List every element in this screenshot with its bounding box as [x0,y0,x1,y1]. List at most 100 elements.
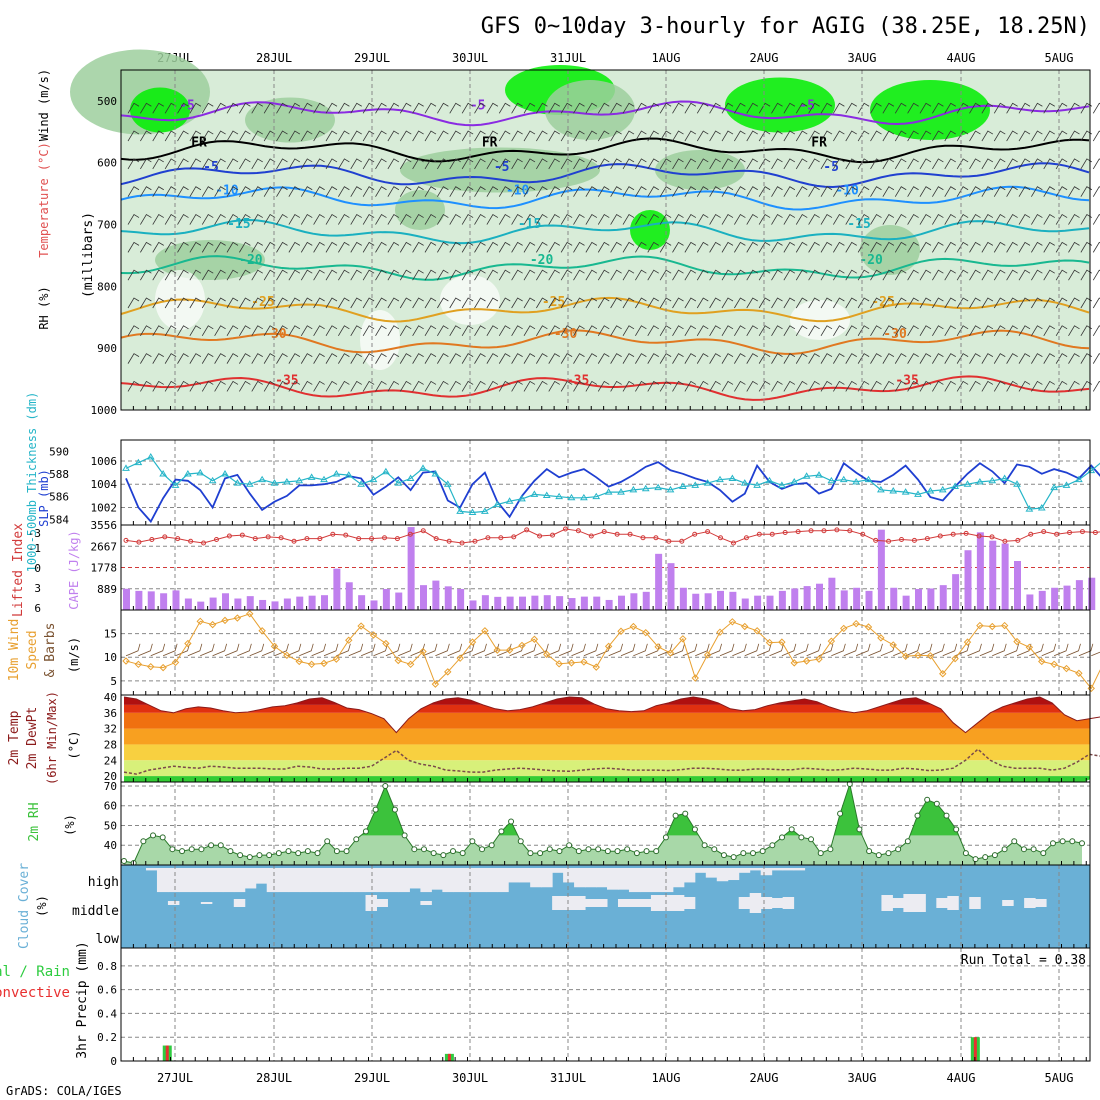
slp-tick: 1004 [91,478,118,491]
cloud-unit-label: (%) [35,895,49,917]
wind-barb [201,213,214,225]
cape-bar [655,553,663,610]
wind-barb-10m [707,643,723,657]
wind-barb [597,158,610,170]
rh-point [749,850,756,857]
wind-barb [511,213,523,225]
cloud-mid-clear [903,894,915,912]
wind-barb [251,353,263,364]
li-point [730,540,736,546]
cloud-high-clear [617,868,630,890]
rh-point [962,850,969,857]
wind-barb [820,380,833,392]
wind-barb [1031,186,1043,197]
wind-barb [387,102,400,114]
wind-barb [635,353,647,364]
thickness-point [592,492,601,500]
cape-bar [816,583,823,610]
wind-barb [152,158,164,170]
wind-barb [127,269,140,281]
wind-barb [894,325,907,337]
li-point [562,526,568,532]
cape-bar [754,595,762,610]
wind-barb [597,380,610,392]
wind-barb [610,325,622,337]
wind-speed-point [369,631,378,639]
wind-barb-10m [979,643,995,657]
cape-bar [1075,580,1083,610]
wind-barb [1092,241,1100,253]
wind-barb [709,380,721,392]
slp-label: SLP (mb) [37,469,51,527]
cloud-high-clear [771,868,784,871]
wind-barb [189,380,202,392]
wind-barb [437,158,449,170]
wind-barb [1018,325,1031,337]
wind-barb [932,241,944,253]
cloud-high-clear [497,868,509,893]
thickness-point [716,475,724,483]
rh-area [124,784,1082,865]
wind-barb [585,241,598,253]
pressure-tick: 700 [97,219,117,232]
wind-barb [932,353,944,364]
cloud-high-clear [442,868,454,893]
wind-barb [536,297,548,309]
wind-barb [746,213,758,225]
cloud-mid-clear [420,901,432,905]
thickness-point [357,480,366,487]
wind-barb-10m [1016,643,1032,657]
wind-barb [758,241,771,253]
wind-barb [313,102,325,114]
wind-barb [833,380,845,392]
wind-barb [511,102,523,114]
wind-barb [412,158,424,170]
li-point [498,535,504,541]
wind-barb [783,269,796,281]
wind-barb [214,241,226,253]
wind-barb [189,297,202,309]
wind-barb [362,297,375,309]
rh-point [459,850,466,857]
wind-barb [214,158,226,170]
wind-barb [511,380,523,392]
wind-speed-point [196,617,204,626]
wind-barb [325,186,338,197]
wind-barb-10m [633,643,648,657]
wind-barb [845,213,857,225]
wind-barb [1043,353,1055,364]
wind-barb [672,158,684,170]
temp-label: 2m Temp [7,710,22,765]
rh-point [121,858,127,865]
li-point [369,536,375,542]
wind-speed-point [208,620,217,629]
dewpoint-line [123,748,1100,775]
wind-barb [907,325,919,337]
rh-point [933,800,940,807]
wind-barb [758,297,771,309]
cape-bar [729,591,737,610]
wind-barb [919,102,932,114]
cloud-high-clear [738,868,751,873]
wind-barb [486,353,499,364]
thickness-point [579,493,588,501]
li-point [136,539,142,545]
cloud-mid-clear [552,896,564,910]
wind-barb [771,102,783,114]
rh-point [1030,846,1037,853]
wind-barb [1043,241,1055,253]
wind-barb [1055,158,1068,170]
wind-barb [560,186,573,197]
wind-barb [721,158,734,170]
wind-barb [375,269,387,281]
wind-speed-point [246,610,254,618]
contour-label: -15 [227,217,250,232]
rh-point [653,848,660,855]
wind-barb [969,213,981,225]
cape-bar [481,595,489,610]
wind-barb [498,325,511,337]
rh-point [517,838,524,845]
wind-barb [709,241,721,253]
rh-point [982,854,989,861]
wind-barb [1006,297,1018,309]
